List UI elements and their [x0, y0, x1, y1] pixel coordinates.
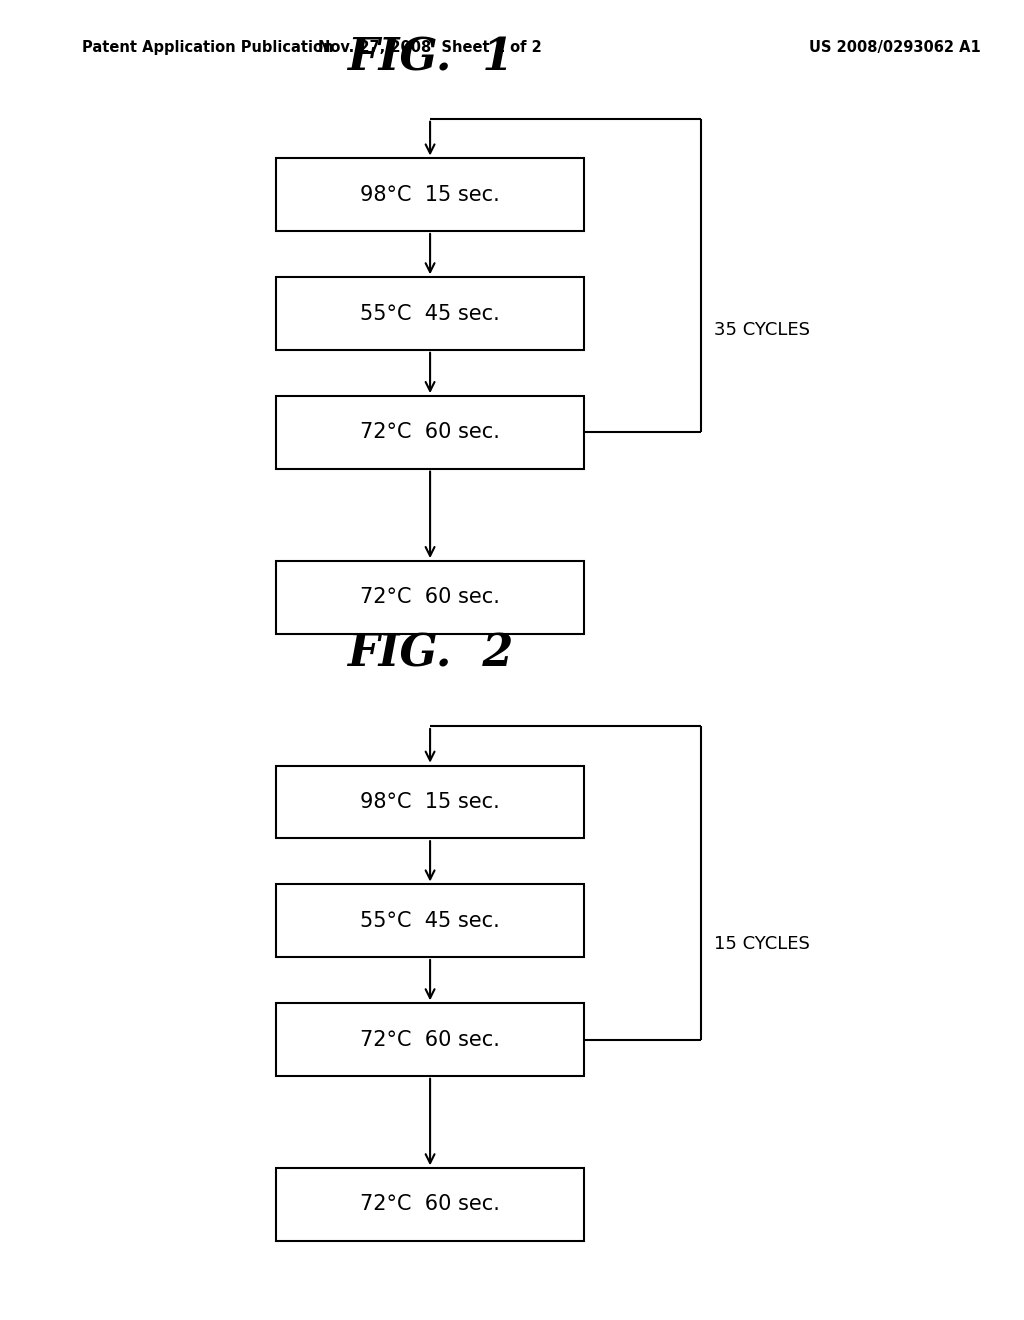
Text: Nov. 27, 2008  Sheet 1 of 2: Nov. 27, 2008 Sheet 1 of 2 — [318, 40, 542, 54]
Text: 98°C  15 sec.: 98°C 15 sec. — [360, 792, 500, 812]
Text: 55°C  45 sec.: 55°C 45 sec. — [360, 304, 500, 323]
Text: 72°C  60 sec.: 72°C 60 sec. — [360, 422, 500, 442]
Text: 15 CYCLES: 15 CYCLES — [714, 935, 810, 953]
Bar — [276, 158, 584, 231]
Text: US 2008/0293062 A1: US 2008/0293062 A1 — [809, 40, 981, 54]
Text: FIG.  2: FIG. 2 — [347, 632, 513, 676]
Text: Patent Application Publication: Patent Application Publication — [82, 40, 334, 54]
Text: 72°C  60 sec.: 72°C 60 sec. — [360, 1195, 500, 1214]
Bar — [276, 766, 584, 838]
Text: 55°C  45 sec.: 55°C 45 sec. — [360, 911, 500, 931]
Bar — [276, 1003, 584, 1076]
Bar — [276, 1168, 584, 1241]
Bar — [276, 396, 584, 469]
Bar — [276, 277, 584, 350]
Text: 35 CYCLES: 35 CYCLES — [714, 321, 810, 339]
Text: 98°C  15 sec.: 98°C 15 sec. — [360, 185, 500, 205]
Text: 72°C  60 sec.: 72°C 60 sec. — [360, 1030, 500, 1049]
Text: 72°C  60 sec.: 72°C 60 sec. — [360, 587, 500, 607]
Text: FIG.  1: FIG. 1 — [347, 36, 513, 79]
Bar — [276, 561, 584, 634]
Bar — [276, 884, 584, 957]
